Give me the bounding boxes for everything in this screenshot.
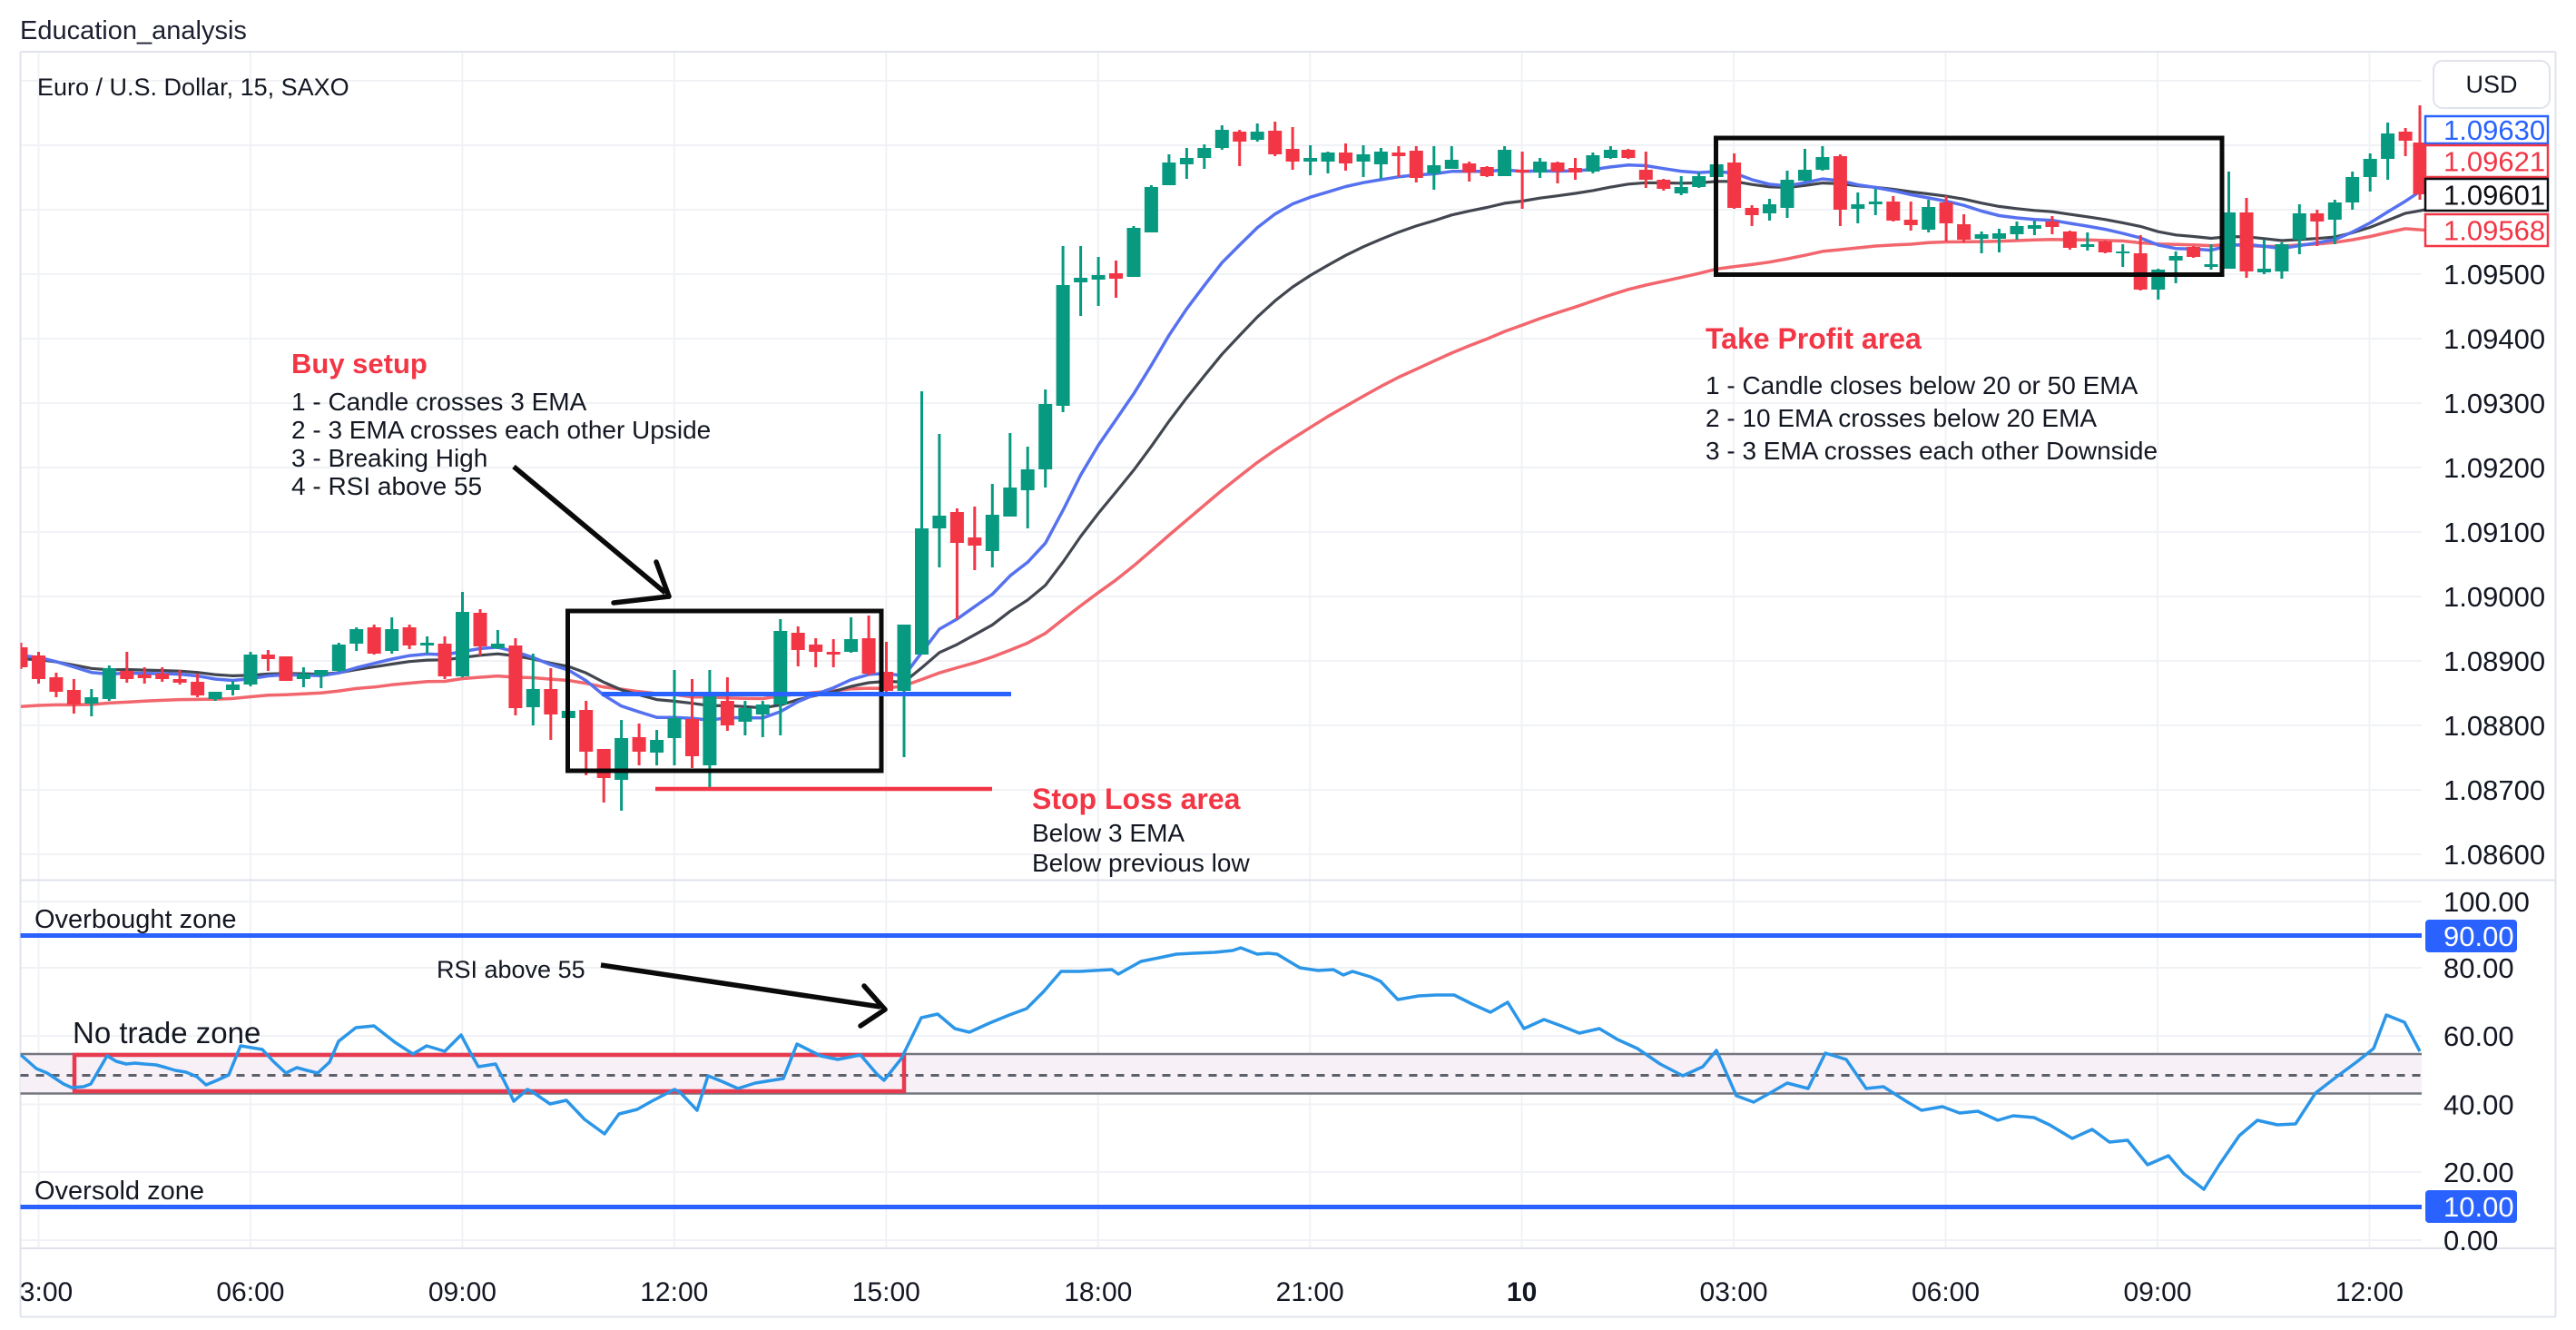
svg-text:60.00: 60.00 (2443, 1020, 2514, 1052)
svg-text:USD: USD (2465, 71, 2517, 98)
svg-text:1 - Candle crosses 3 EMA: 1 - Candle crosses 3 EMA (291, 388, 587, 416)
svg-text:3:00: 3:00 (20, 1277, 73, 1307)
svg-text:Education_analysis: Education_analysis (20, 16, 247, 45)
svg-text:4 - RSI above 55: 4 - RSI above 55 (291, 472, 482, 500)
svg-text:1.09500: 1.09500 (2443, 259, 2545, 291)
svg-text:3 - Breaking High: 3 - Breaking High (291, 444, 487, 472)
svg-text:2 - 10 EMA crosses below 20 EM: 2 - 10 EMA crosses below 20 EMA (1706, 404, 2097, 432)
svg-text:1.08700: 1.08700 (2443, 774, 2545, 806)
svg-text:Below 3 EMA: Below 3 EMA (1032, 819, 1185, 847)
svg-text:1.09400: 1.09400 (2443, 323, 2545, 355)
svg-text:1.09100: 1.09100 (2443, 517, 2545, 548)
svg-text:1.09200: 1.09200 (2443, 452, 2545, 484)
svg-text:12:00: 12:00 (2335, 1277, 2404, 1307)
svg-text:06:00: 06:00 (1912, 1277, 1980, 1307)
svg-text:RSI above 55: RSI above 55 (437, 956, 585, 983)
svg-text:12:00: 12:00 (640, 1277, 708, 1307)
svg-text:Below previous low: Below previous low (1032, 849, 1250, 877)
svg-text:100.00: 100.00 (2443, 886, 2530, 918)
svg-text:1.09568: 1.09568 (2443, 215, 2545, 247)
svg-text:10.00: 10.00 (2443, 1191, 2514, 1223)
svg-text:Oversold zone: Oversold zone (34, 1177, 204, 1206)
svg-text:06:00: 06:00 (216, 1277, 284, 1307)
svg-text:1.08800: 1.08800 (2443, 710, 2545, 742)
svg-text:15:00: 15:00 (852, 1277, 920, 1307)
svg-text:Overbought zone: Overbought zone (34, 905, 236, 934)
svg-text:18:00: 18:00 (1064, 1277, 1132, 1307)
svg-text:1 - Candle closes below 20 or: 1 - Candle closes below 20 or 50 EMA (1706, 371, 2138, 399)
svg-text:40.00: 40.00 (2443, 1089, 2514, 1121)
svg-text:1.09300: 1.09300 (2443, 388, 2545, 419)
svg-text:10: 10 (1507, 1277, 1537, 1307)
svg-text:Take Profit area: Take Profit area (1706, 322, 1922, 355)
svg-text:1.09000: 1.09000 (2443, 581, 2545, 613)
svg-text:80.00: 80.00 (2443, 952, 2514, 984)
svg-text:Stop Loss area: Stop Loss area (1032, 783, 1241, 815)
svg-text:09:00: 09:00 (428, 1277, 497, 1307)
svg-text:1.09621: 1.09621 (2443, 146, 2545, 178)
svg-text:Buy setup: Buy setup (291, 348, 428, 379)
svg-text:09:00: 09:00 (2123, 1277, 2191, 1307)
svg-text:1.09601: 1.09601 (2443, 180, 2545, 212)
svg-text:0.00: 0.00 (2443, 1225, 2498, 1256)
svg-text:21:00: 21:00 (1276, 1277, 1344, 1307)
svg-text:1.09630: 1.09630 (2443, 114, 2545, 146)
svg-text:1.08900: 1.08900 (2443, 645, 2545, 677)
svg-text:2 - 3 EMA crosses each other U: 2 - 3 EMA crosses each other Upside (291, 416, 711, 444)
svg-text:1.08600: 1.08600 (2443, 839, 2545, 871)
svg-text:20.00: 20.00 (2443, 1157, 2514, 1188)
svg-text:3 - 3 EMA crosses each other D: 3 - 3 EMA crosses each other Downside (1706, 437, 2158, 465)
svg-text:No trade zone: No trade zone (73, 1016, 261, 1049)
svg-text:03:00: 03:00 (1700, 1277, 1768, 1307)
svg-text:Euro / U.S. Dollar, 15, SAXO: Euro / U.S. Dollar, 15, SAXO (37, 74, 349, 101)
svg-text:90.00: 90.00 (2443, 921, 2514, 952)
